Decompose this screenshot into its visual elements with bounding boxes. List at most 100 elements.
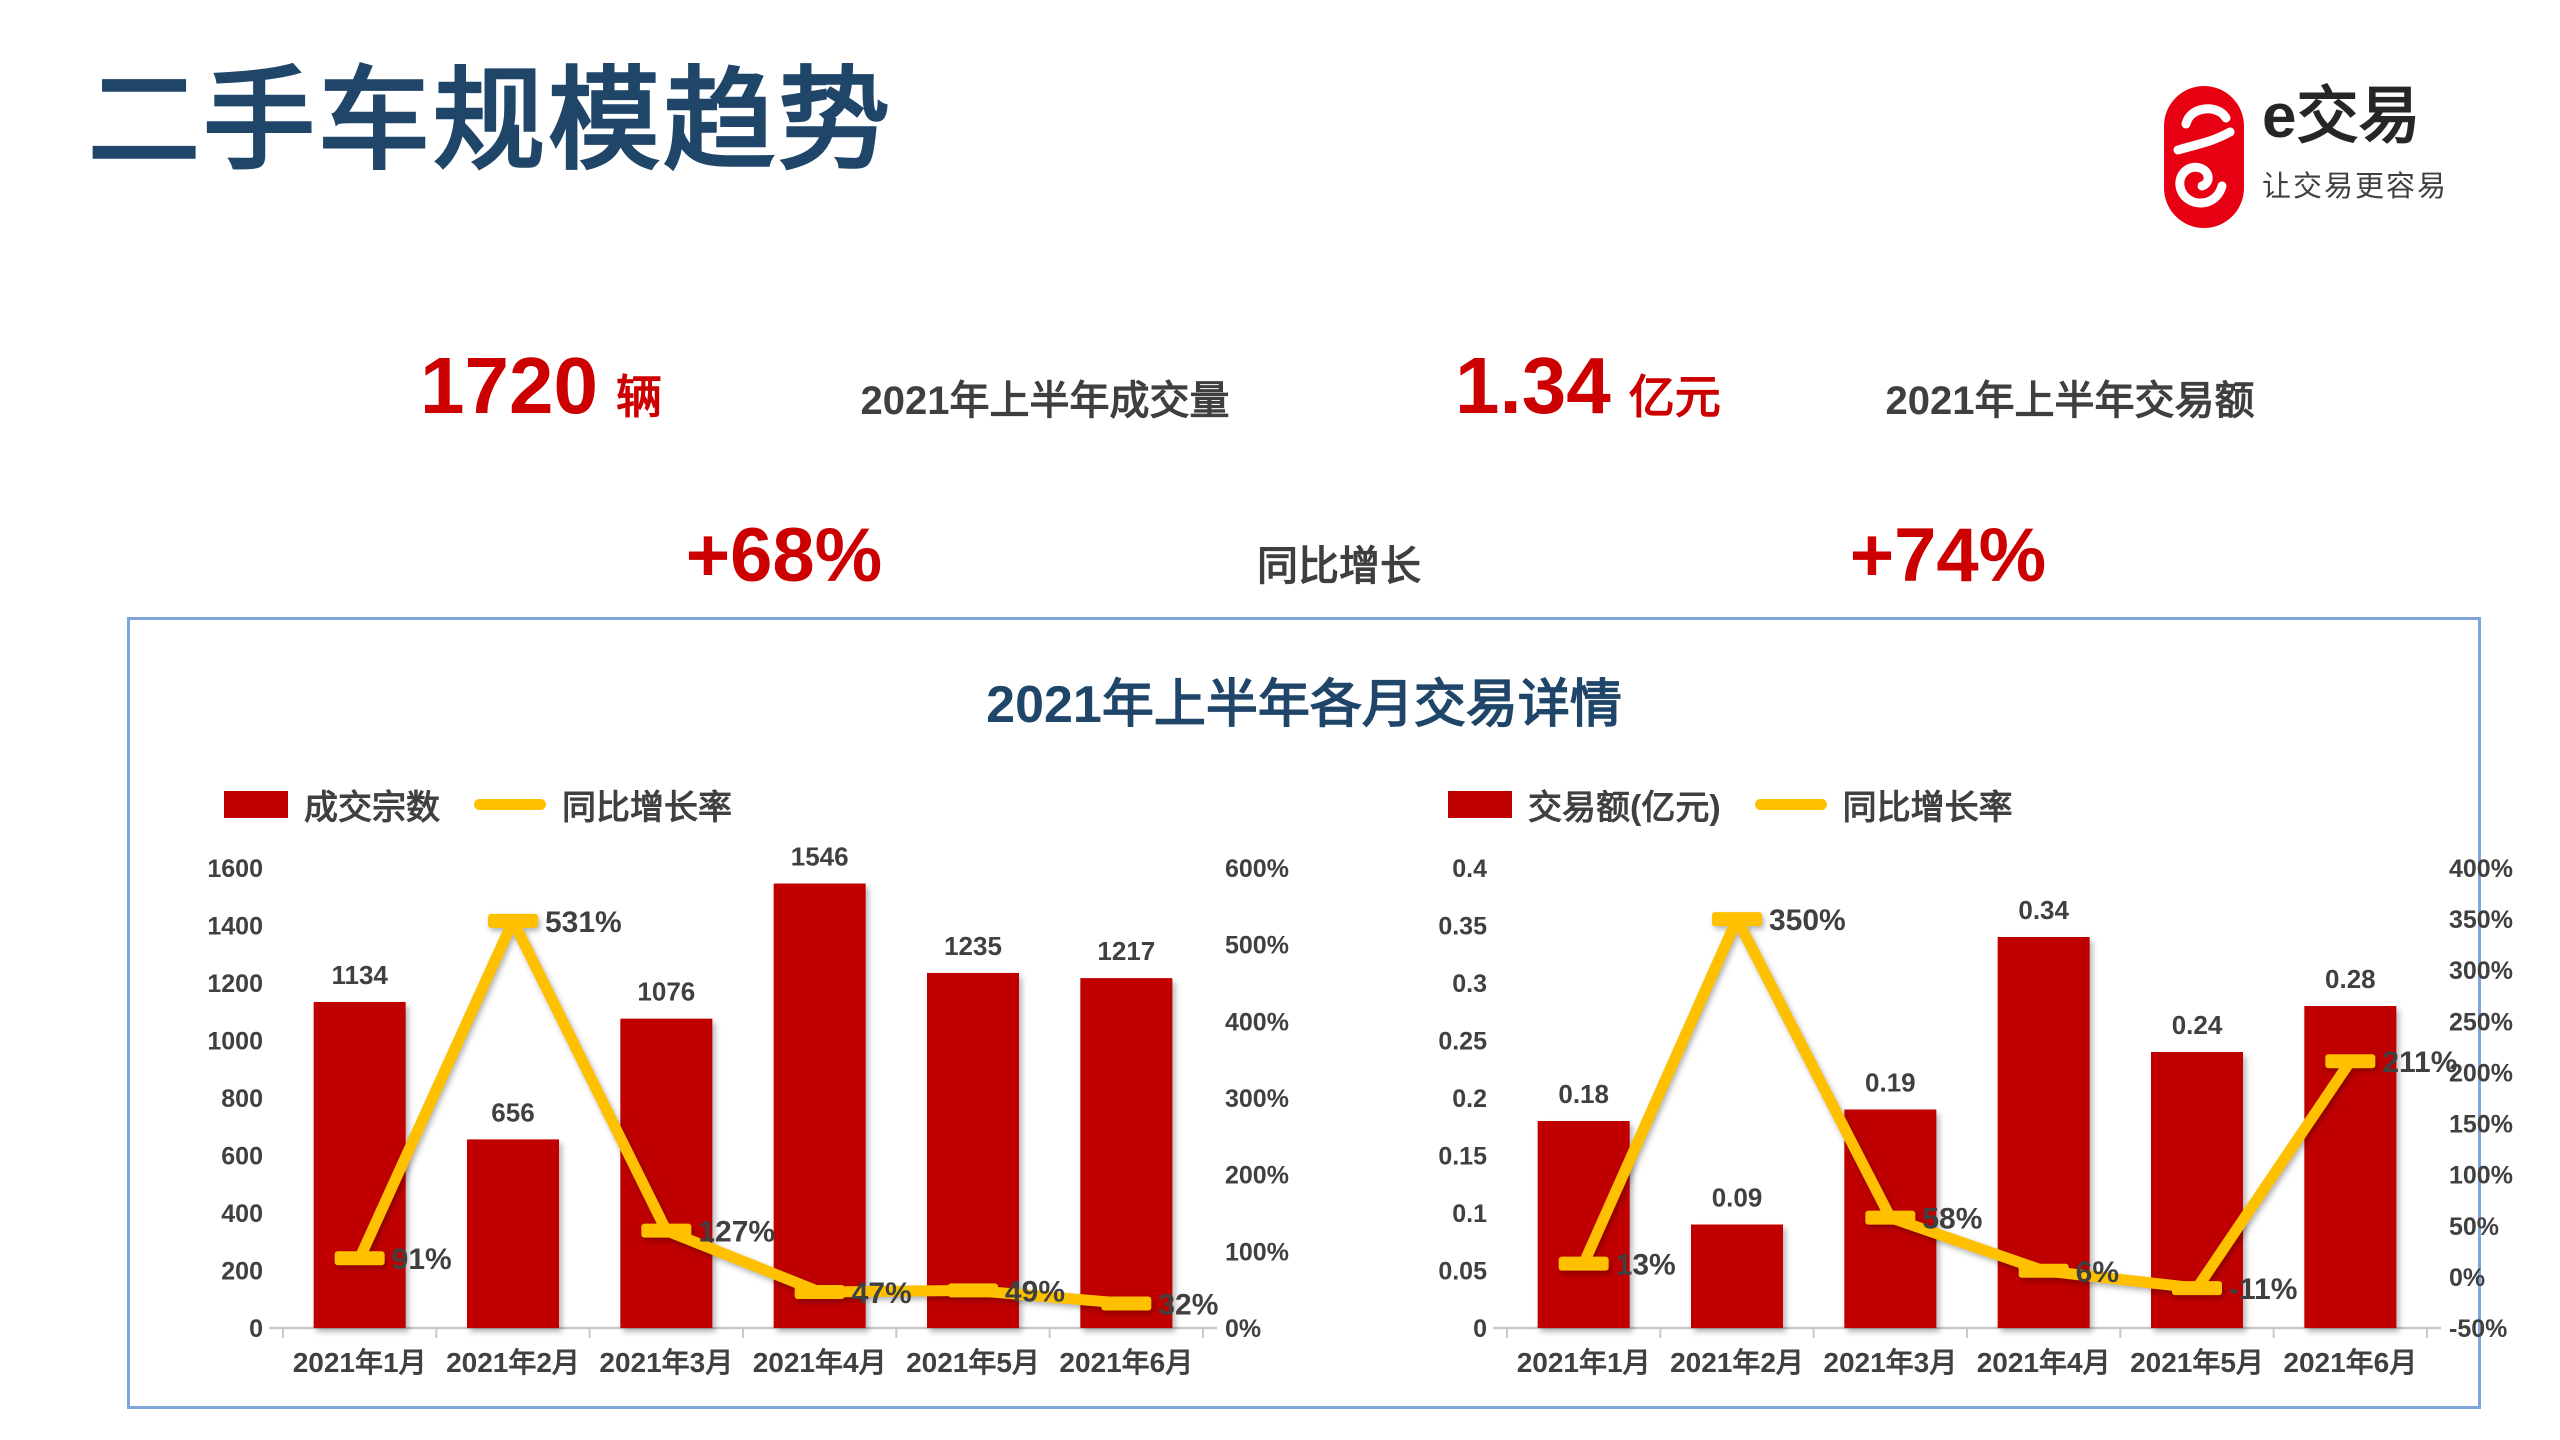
chart-panel: 2021年上半年各月交易详情 成交宗数 同比增长率 1600 1400 1200 10… xyxy=(127,617,2513,1409)
svg-text:100%: 100% xyxy=(1225,1238,1289,1266)
svg-text:2021年1月: 2021年1月 xyxy=(293,1346,427,1378)
line-legend-swatch xyxy=(474,798,546,810)
svg-text:0: 0 xyxy=(1473,1315,1487,1343)
stat-volume-unit: 辆 xyxy=(615,371,662,423)
svg-text:0.24: 0.24 xyxy=(2172,1010,2223,1040)
svg-text:2021年1月: 2021年1月 xyxy=(1517,1346,1651,1378)
svg-text:0.4: 0.4 xyxy=(1452,855,1487,883)
svg-text:2021年5月: 2021年5月 xyxy=(906,1346,1040,1378)
svg-text:1400: 1400 xyxy=(207,913,263,941)
svg-text:350%: 350% xyxy=(1769,904,1846,937)
svg-text:50%: 50% xyxy=(2449,1213,2499,1241)
svg-text:200%: 200% xyxy=(1225,1162,1289,1190)
svg-text:32%: 32% xyxy=(1158,1288,1218,1321)
brand-name: e交易 xyxy=(2262,82,2421,151)
svg-text:300%: 300% xyxy=(1225,1085,1289,1113)
stat-amount-value: 1.34 xyxy=(1455,341,1611,430)
svg-text:0%: 0% xyxy=(2449,1264,2485,1292)
chart-volume-block: 成交宗数 同比增长率 1600 1400 1200 1000 800 600 400 200 0… xyxy=(188,778,1308,1385)
svg-text:1546: 1546 xyxy=(791,842,849,872)
brand-tagline: 让交易更容易 xyxy=(2262,171,2449,204)
stat-amount-growth: +74% xyxy=(1849,513,2047,598)
svg-text:49%: 49% xyxy=(1005,1275,1065,1308)
svg-text:0.15: 0.15 xyxy=(1438,1143,1487,1171)
svg-text:2021年4月: 2021年4月 xyxy=(1977,1346,2111,1378)
stat-amount-label: 2021年上半年交易额 xyxy=(1885,379,2255,423)
svg-text:200%: 200% xyxy=(2449,1059,2513,1087)
svg-text:47%: 47% xyxy=(852,1277,912,1310)
svg-text:13%: 13% xyxy=(1616,1249,1676,1282)
svg-text:127%: 127% xyxy=(698,1216,775,1249)
svg-text:400: 400 xyxy=(221,1200,263,1228)
chart-amount: 0.4 0.35 0.3 0.25 0.2 0.15 0.1 0.05 0 400% 350% 300… xyxy=(1438,855,2513,1378)
svg-text:1134: 1134 xyxy=(331,960,388,990)
svg-text:2021年3月: 2021年3月 xyxy=(1823,1346,1957,1378)
chart-volume: 1600 1400 1200 1000 800 600 400 200 0 600% 500% 400… xyxy=(207,842,1289,1378)
svg-text:200: 200 xyxy=(221,1258,263,1286)
svg-text:300%: 300% xyxy=(2449,957,2513,985)
svg-text:2021年6月: 2021年6月 xyxy=(1059,1346,1193,1378)
svg-text:0.3: 0.3 xyxy=(1452,970,1487,998)
svg-text:2021年4月: 2021年4月 xyxy=(753,1346,887,1378)
svg-text:500%: 500% xyxy=(1225,932,1289,960)
svg-text:211%: 211% xyxy=(2382,1046,2457,1079)
svg-text:100%: 100% xyxy=(2449,1162,2513,1190)
svg-text:1200: 1200 xyxy=(207,970,263,998)
svg-text:800: 800 xyxy=(221,1085,263,1113)
svg-text:2021年2月: 2021年2月 xyxy=(1670,1346,1804,1378)
svg-text:600%: 600% xyxy=(1225,855,1289,883)
panel-title: 2021年上半年各月交易详情 xyxy=(986,676,1622,734)
stat-volume: 1720 辆 xyxy=(420,340,662,432)
svg-text:0.25: 0.25 xyxy=(1438,1028,1487,1056)
svg-text:531%: 531% xyxy=(545,906,622,939)
svg-text:0: 0 xyxy=(249,1315,263,1343)
svg-text:0.1: 0.1 xyxy=(1452,1200,1487,1228)
svg-text:600: 600 xyxy=(221,1143,263,1171)
svg-text:0.2: 0.2 xyxy=(1452,1085,1487,1113)
svg-text:250%: 250% xyxy=(2449,1008,2513,1036)
svg-text:350%: 350% xyxy=(2449,906,2513,934)
svg-text:656: 656 xyxy=(491,1097,534,1127)
svg-text:0.05: 0.05 xyxy=(1438,1258,1487,1286)
svg-text:91%: 91% xyxy=(392,1243,452,1276)
svg-text:0.35: 0.35 xyxy=(1438,913,1487,941)
svg-text:0.09: 0.09 xyxy=(1712,1183,1763,1213)
svg-text:2021年6月: 2021年6月 xyxy=(2283,1346,2417,1378)
svg-text:1600: 1600 xyxy=(207,855,263,883)
stat-amount: 1.34 亿元 xyxy=(1455,340,1721,432)
bar-legend-label: 成交宗数 xyxy=(304,788,440,827)
svg-text:2021年5月: 2021年5月 xyxy=(2130,1346,2264,1378)
chart-volume-legend: 成交宗数 同比增长率 xyxy=(224,778,1308,830)
stat-volume-label: 2021年上半年成交量 xyxy=(860,379,1230,423)
svg-text:400%: 400% xyxy=(1225,1008,1289,1036)
svg-text:1217: 1217 xyxy=(1097,936,1155,966)
chart-amount-legend: 交易额(亿元) 同比增长率 xyxy=(1448,778,2532,830)
stat-volume-growth: +68% xyxy=(685,513,883,598)
svg-text:2021年2月: 2021年2月 xyxy=(446,1346,580,1378)
svg-text:6%: 6% xyxy=(2076,1256,2119,1289)
bar-legend-swatch xyxy=(224,790,288,818)
bar-legend-label: 交易额(亿元) xyxy=(1528,788,1721,827)
svg-text:1000: 1000 xyxy=(207,1028,263,1056)
brand-logo-icon xyxy=(2164,86,2244,228)
svg-text:400%: 400% xyxy=(2449,855,2513,883)
line-legend-label: 同比增长率 xyxy=(562,788,732,827)
svg-text:0.18: 0.18 xyxy=(1558,1079,1609,1109)
svg-text:-50%: -50% xyxy=(2449,1315,2507,1343)
svg-text:150%: 150% xyxy=(2449,1111,2513,1139)
line-legend-label: 同比增长率 xyxy=(1842,788,2013,827)
stat-volume-value: 1720 xyxy=(420,341,598,430)
svg-text:58%: 58% xyxy=(1922,1203,1982,1236)
svg-text:0.34: 0.34 xyxy=(2018,895,2069,925)
stat-amount-unit: 亿元 xyxy=(1628,371,1721,423)
svg-text:0.19: 0.19 xyxy=(1865,1068,1916,1098)
line-legend-swatch xyxy=(1754,798,1827,810)
svg-text:1235: 1235 xyxy=(944,931,1002,961)
svg-text:1076: 1076 xyxy=(637,977,695,1007)
page-title: 二手车规模趋势 xyxy=(88,58,893,183)
bar-legend-swatch xyxy=(1448,790,1512,818)
svg-text:0.28: 0.28 xyxy=(2325,964,2376,994)
chart-amount-block: 交易额(亿元) 同比增长率 0.4 0.35 0.3 0.25 0.2 0.15 0.1 0.… xyxy=(1412,778,2532,1385)
brand-logo: e交易 让交易更容易 xyxy=(2162,84,2448,230)
